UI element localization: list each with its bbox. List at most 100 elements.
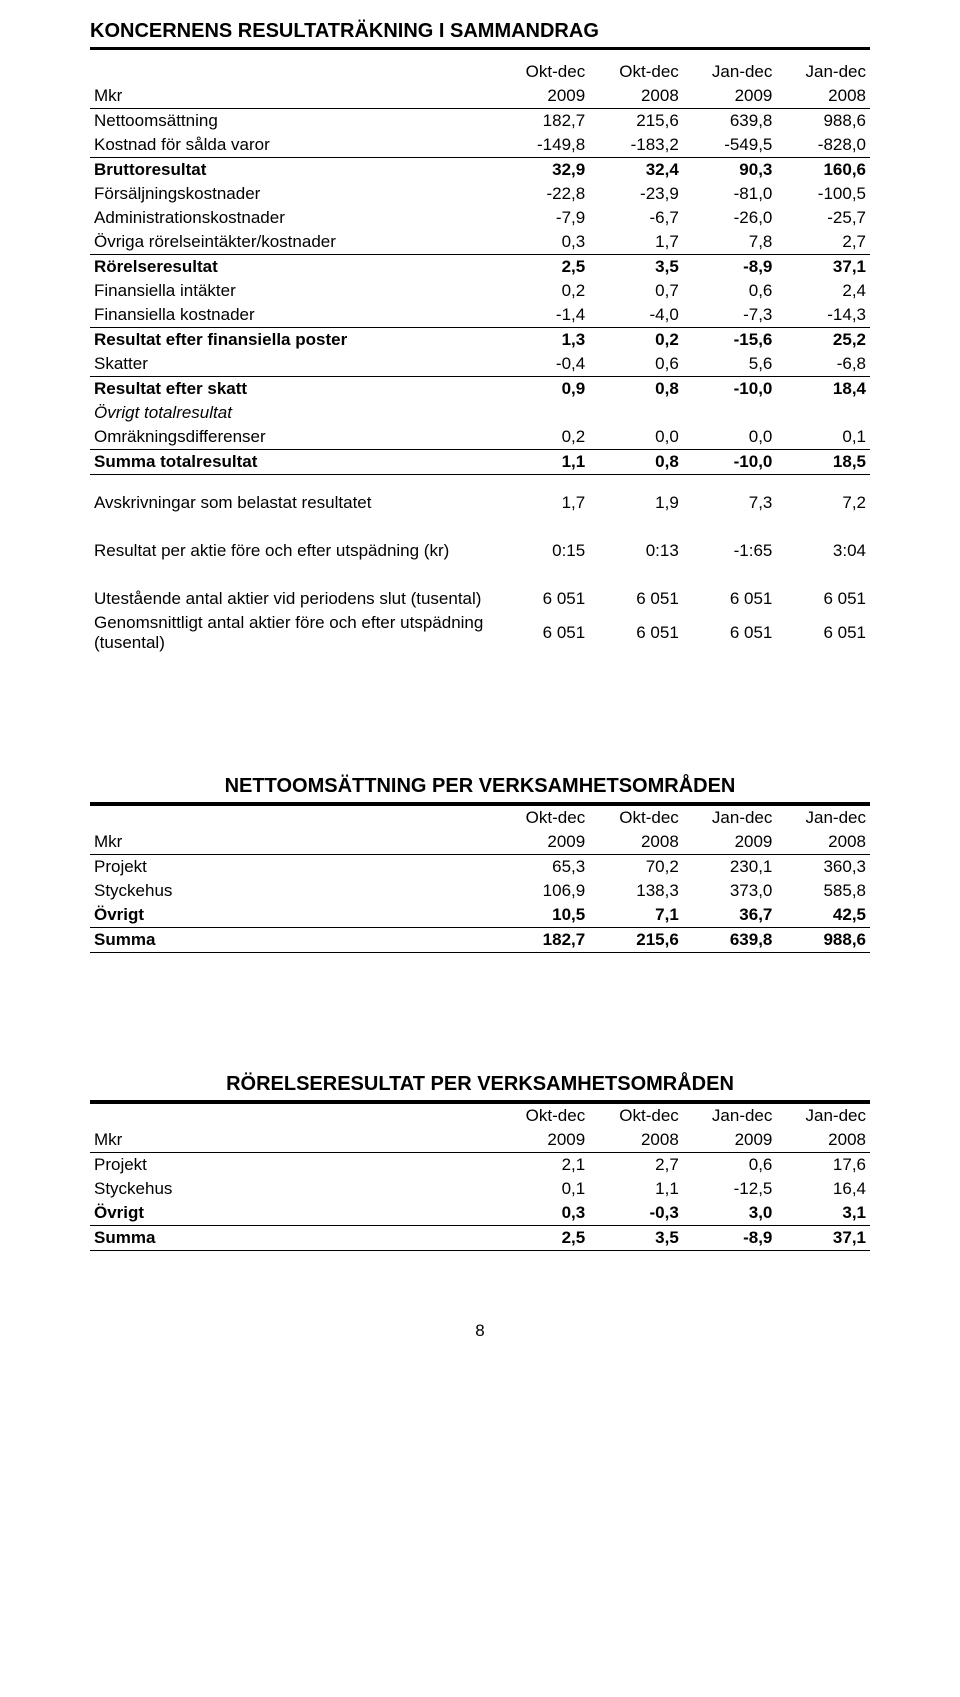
- table-row: Nettoomsättning182,7215,6639,8988,6: [90, 109, 870, 134]
- table-row: Resultat efter skatt0,90,8-10,018,4: [90, 377, 870, 402]
- cell-value: 7,8: [683, 230, 777, 255]
- cell-value: 6 051: [496, 611, 590, 655]
- cell-value: 3,5: [589, 255, 683, 280]
- cell-value: 2,7: [776, 230, 870, 255]
- table-row: Övrigt totalresultat: [90, 401, 870, 425]
- col3-year: 2009: [683, 84, 777, 109]
- table-row: Bruttoresultat32,932,490,3160,6: [90, 158, 870, 183]
- cell-value: 0,1: [496, 1177, 590, 1201]
- row-label: Omräkningsdifferenser: [90, 425, 496, 450]
- cell-value: 65,3: [496, 855, 590, 880]
- cell-value: 17,6: [776, 1153, 870, 1178]
- cell-value: -22,8: [496, 182, 590, 206]
- row-label: Kostnad för sålda varor: [90, 133, 496, 158]
- table-row: Summa182,7215,6639,8988,6: [90, 928, 870, 953]
- table-row: Projekt65,370,2230,1360,3: [90, 855, 870, 880]
- cell-value: 3,1: [776, 1201, 870, 1226]
- cell-value: 1,7: [589, 230, 683, 255]
- cell-value: 988,6: [776, 109, 870, 134]
- cell-value: -6,7: [589, 206, 683, 230]
- cell-value: -10,0: [683, 377, 777, 402]
- cell-value: 0,1: [776, 425, 870, 450]
- cell-value: 3,5: [589, 1226, 683, 1251]
- table-row: Resultat per aktie före och efter utspäd…: [90, 539, 870, 563]
- cell-value: 182,7: [496, 109, 590, 134]
- cell-value: 6 051: [589, 611, 683, 655]
- cell-value: 16,4: [776, 1177, 870, 1201]
- cell-value: 1,3: [496, 328, 590, 353]
- cell-value: -14,3: [776, 303, 870, 328]
- cell-value: 6 051: [496, 587, 590, 611]
- cell-value: 0:13: [589, 539, 683, 563]
- cell-value: -7,9: [496, 206, 590, 230]
- unit-label: Mkr: [90, 84, 496, 109]
- table-row: Projekt2,12,70,617,6: [90, 1153, 870, 1178]
- cell-value: 230,1: [683, 855, 777, 880]
- cell-value: -7,3: [683, 303, 777, 328]
- row-label: Finansiella intäkter: [90, 279, 496, 303]
- cell-value: 373,0: [683, 879, 777, 903]
- cell-value: 2,4: [776, 279, 870, 303]
- row-label: Övriga rörelseintäkter/kostnader: [90, 230, 496, 255]
- section3-table: Okt-dec Okt-dec Jan-dec Jan-dec Mkr 2009…: [90, 1104, 870, 1251]
- cell-value: 42,5: [776, 903, 870, 928]
- section1-table: Okt-dec Okt-dec Jan-dec Jan-dec Mkr 2009…: [90, 60, 870, 475]
- cell-value: 1,1: [589, 1177, 683, 1201]
- cell-value: 0,8: [589, 377, 683, 402]
- cell-value: 18,4: [776, 377, 870, 402]
- cell-value: 215,6: [589, 109, 683, 134]
- row-label: Rörelseresultat: [90, 255, 496, 280]
- row-label: Summa: [90, 1226, 496, 1251]
- cell-value: -100,5: [776, 182, 870, 206]
- cell-value: -81,0: [683, 182, 777, 206]
- cell-value: 1,9: [589, 491, 683, 515]
- cell-value: 360,3: [776, 855, 870, 880]
- cell-value: 32,4: [589, 158, 683, 183]
- table-row: Administrationskostnader-7,9-6,7-26,0-25…: [90, 206, 870, 230]
- cell-value: -0,4: [496, 352, 590, 377]
- page-number: 8: [90, 1321, 870, 1341]
- row-label: Genomsnittligt antal aktier före och eft…: [90, 611, 496, 655]
- row-label: Nettoomsättning: [90, 109, 496, 134]
- row-label: Övrigt: [90, 1201, 496, 1226]
- cell-value: 0,6: [589, 352, 683, 377]
- cell-value: 10,5: [496, 903, 590, 928]
- section1-header-row2: Mkr 2009 2008 2009 2008: [90, 84, 870, 109]
- table-row: Avskrivningar som belastat resultatet1,7…: [90, 491, 870, 515]
- section1-header-row1: Okt-dec Okt-dec Jan-dec Jan-dec: [90, 60, 870, 84]
- section1-rule: [90, 47, 870, 50]
- cell-value: -4,0: [589, 303, 683, 328]
- cell-value: -15,6: [683, 328, 777, 353]
- row-label: Styckehus: [90, 1177, 496, 1201]
- cell-value: 3:04: [776, 539, 870, 563]
- cell-value: 37,1: [776, 255, 870, 280]
- cell-value: 3,0: [683, 1201, 777, 1226]
- section1-title: KONCERNENS RESULTATRÄKNING I SAMMANDRAG: [90, 20, 870, 43]
- col1-year: 2009: [496, 84, 590, 109]
- cell-value: -549,5: [683, 133, 777, 158]
- row-label: Skatter: [90, 352, 496, 377]
- table-row: Övrigt0,3-0,33,03,1: [90, 1201, 870, 1226]
- cell-value: -12,5: [683, 1177, 777, 1201]
- cell-value: 639,8: [683, 928, 777, 953]
- cell-value: 160,6: [776, 158, 870, 183]
- row-label: Summa: [90, 928, 496, 953]
- cell-value: -8,9: [683, 1226, 777, 1251]
- cell-value: 215,6: [589, 928, 683, 953]
- cell-value: 6 051: [776, 587, 870, 611]
- row-label: Styckehus: [90, 879, 496, 903]
- table-row: Rörelseresultat2,53,5-8,937,1: [90, 255, 870, 280]
- table-row: Försäljningskostnader-22,8-23,9-81,0-100…: [90, 182, 870, 206]
- section2-title: NETTOOMSÄTTNING PER VERKSAMHETSOMRÅDEN: [90, 775, 870, 798]
- col4-year: 2008: [776, 84, 870, 109]
- cell-value: 6 051: [683, 587, 777, 611]
- cell-value: 7,1: [589, 903, 683, 928]
- row-label: Resultat efter skatt: [90, 377, 496, 402]
- cell-value: 36,7: [683, 903, 777, 928]
- cell-value: 0,0: [589, 425, 683, 450]
- cell-value: 585,8: [776, 879, 870, 903]
- cell-value: 0:15: [496, 539, 590, 563]
- cell-value: 7,3: [683, 491, 777, 515]
- row-label: Resultat efter finansiella poster: [90, 328, 496, 353]
- cell-value: 0,8: [589, 450, 683, 475]
